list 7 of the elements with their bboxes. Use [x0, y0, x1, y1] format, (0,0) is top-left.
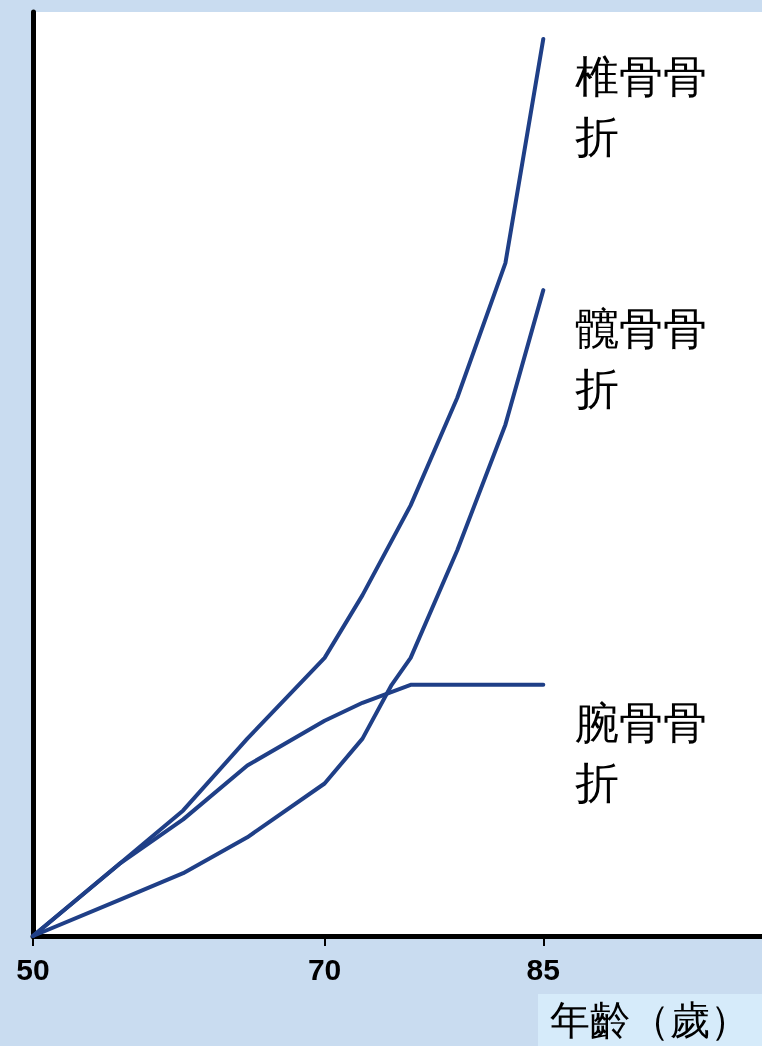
x-tick-label: 70: [307, 952, 342, 986]
x-tick-label: 50: [16, 952, 50, 986]
x-axis-title: 年齡（歲）: [550, 997, 750, 1043]
series-label: 髖骨骨折: [575, 302, 708, 414]
x-tick-label: 85: [526, 952, 560, 986]
series-label: 椎骨骨折: [575, 51, 708, 163]
series-label: 腕骨骨折: [575, 697, 708, 809]
